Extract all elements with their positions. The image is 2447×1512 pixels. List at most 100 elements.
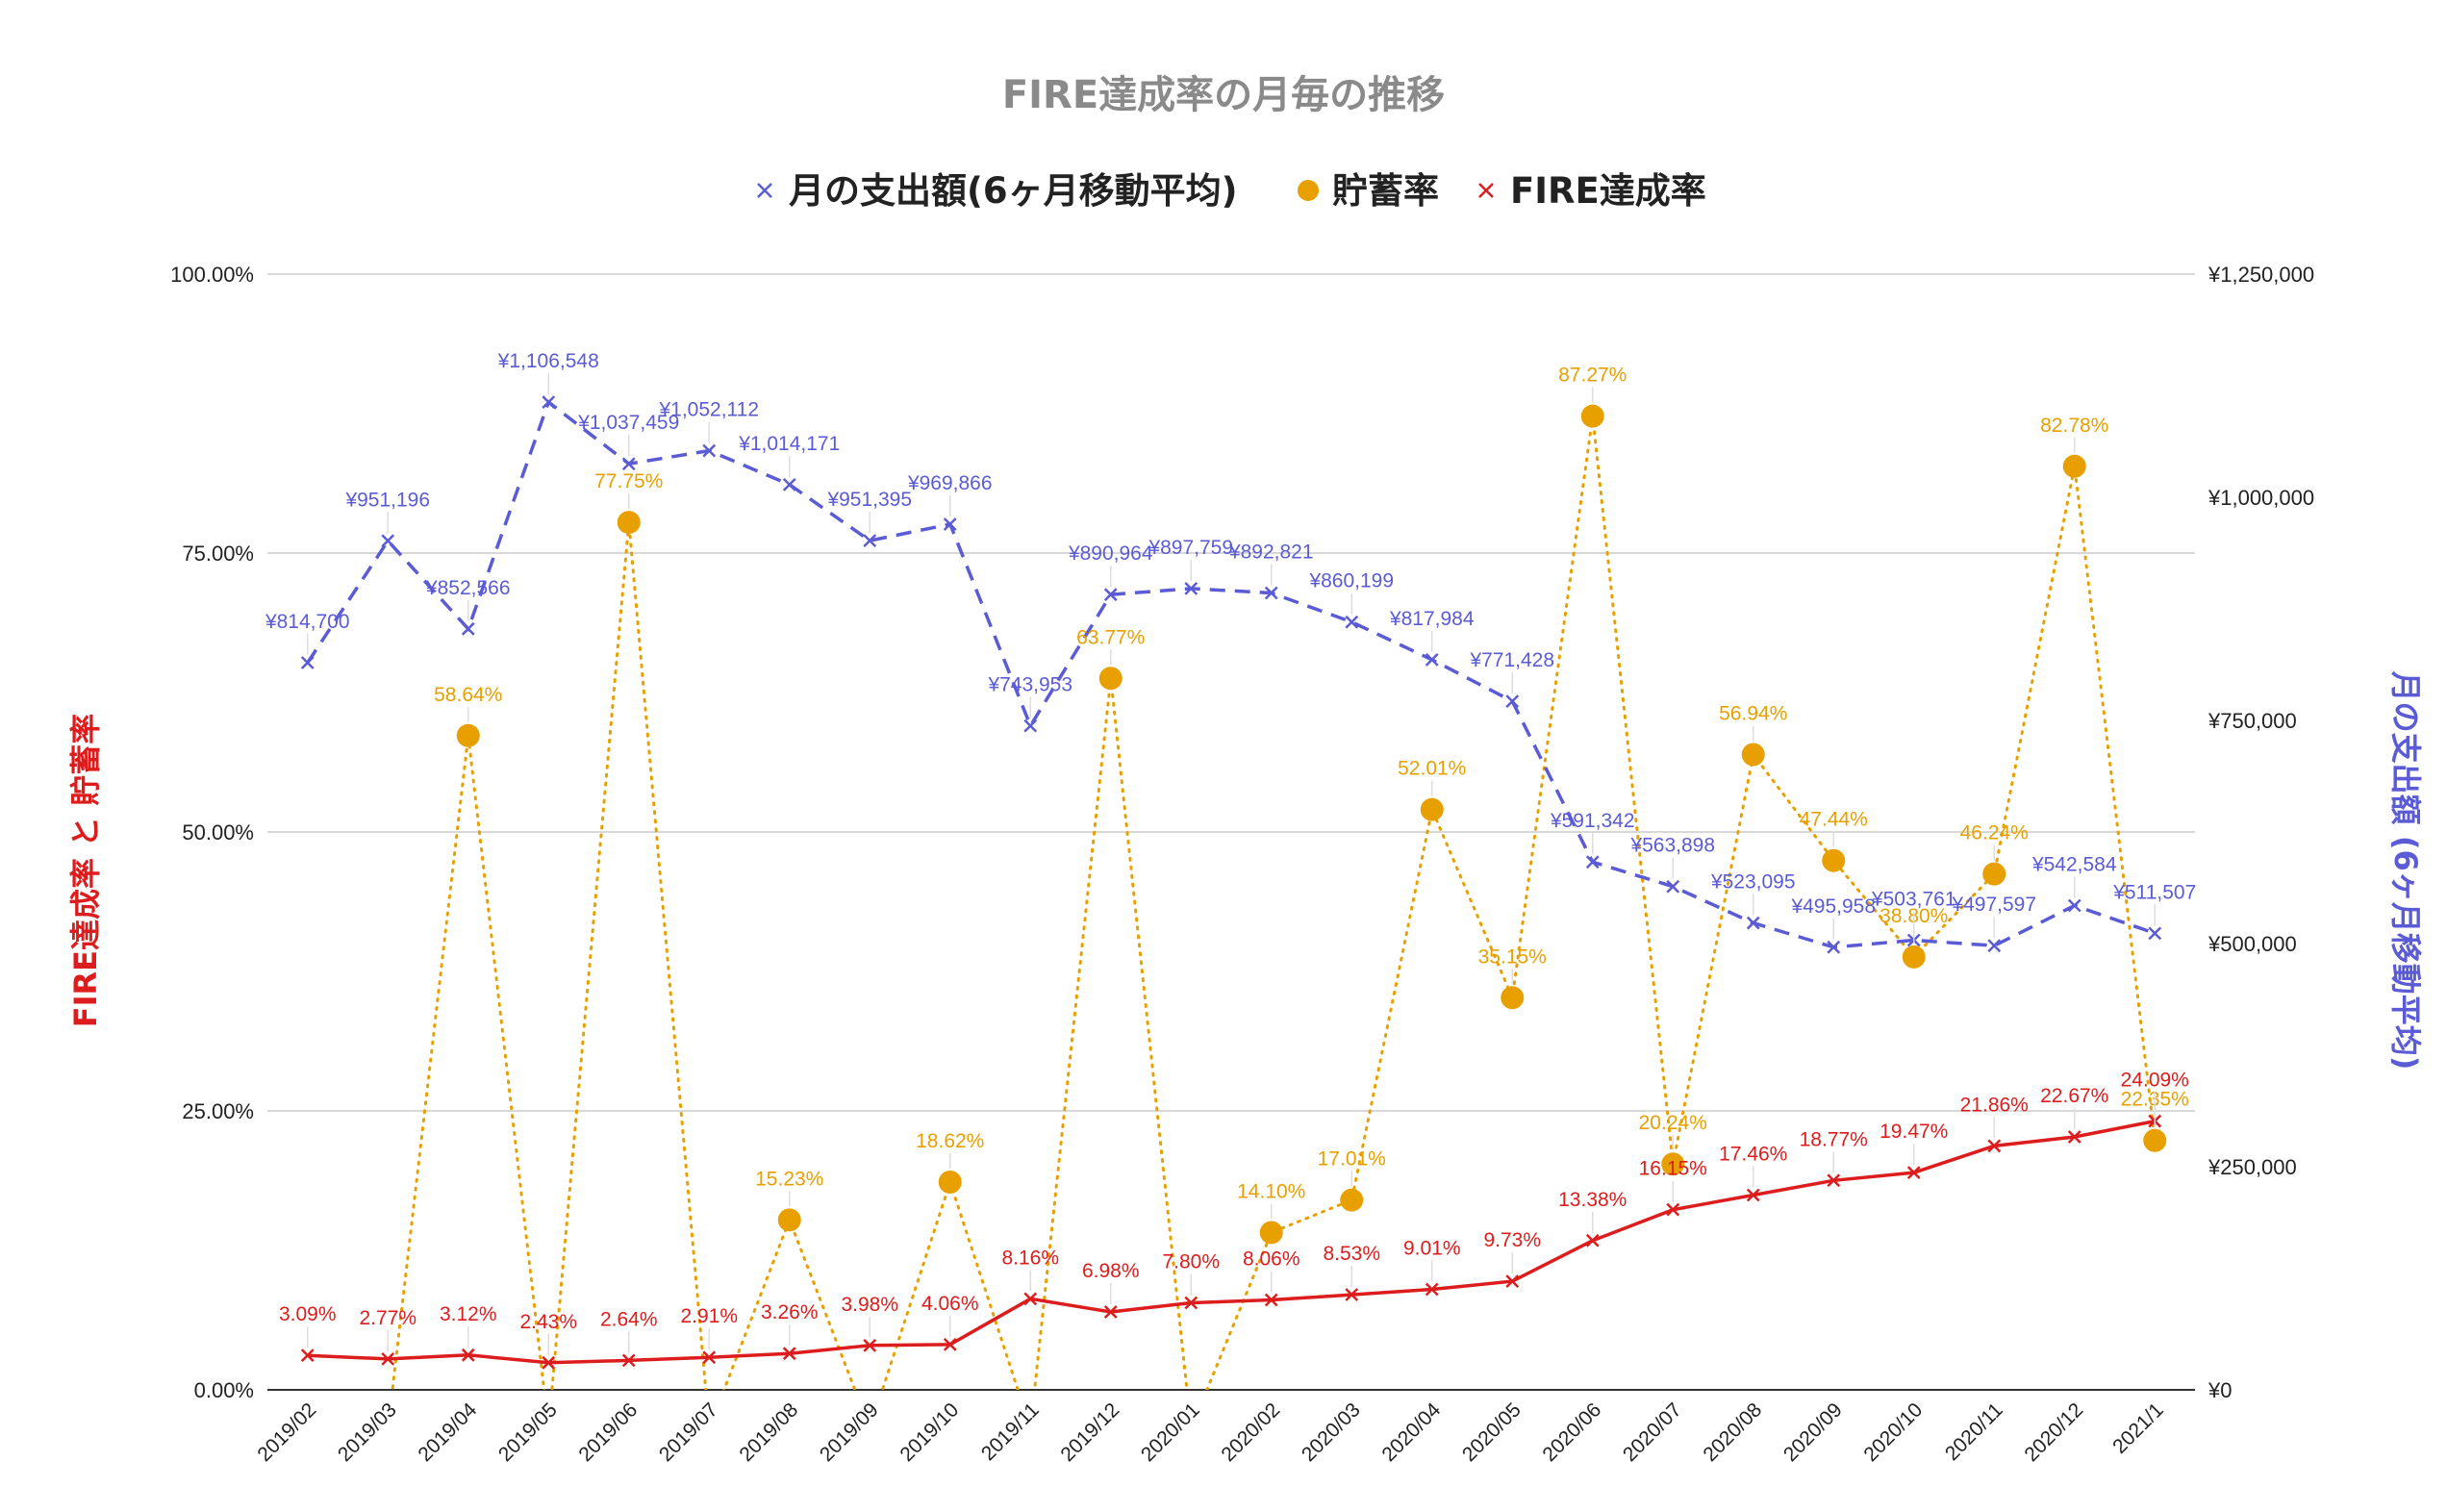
- chart-title: FIRE達成率の月毎の推移: [1002, 73, 1445, 117]
- fire-rate-label: 19.47%: [1879, 1121, 1948, 1143]
- fire-rate-label: 2.91%: [680, 1305, 738, 1327]
- expense-label: ¥951,196: [344, 489, 430, 511]
- fire-rate-point: [1585, 1233, 1600, 1247]
- expense-point: [1746, 916, 1760, 930]
- fire-rate-label: 18.77%: [1800, 1128, 1868, 1150]
- expense-point: [1425, 653, 1439, 667]
- savings-rate-point: [617, 511, 641, 535]
- fire-rate-point: [1103, 1305, 1118, 1319]
- fire-rate-point: [1023, 1292, 1038, 1306]
- expense-point: [702, 443, 717, 458]
- left-y-axis: 0.00% 25.00% 50.00% 75.00% 100.00%: [170, 263, 254, 1402]
- expense-label: ¥951,395: [826, 489, 912, 511]
- right-tick-label: ¥1,000,000: [2207, 486, 2314, 510]
- right-axis-title: 月の支出額 (6ヶ月移動平均): [2387, 671, 2424, 1071]
- expense-point: [782, 477, 796, 491]
- fire-rate-label: 3.26%: [761, 1301, 819, 1323]
- expense-point: [1264, 586, 1278, 600]
- expense-label: ¥1,106,548: [497, 350, 599, 372]
- fire-rate-point: [702, 1350, 717, 1365]
- right-tick-label: ¥1,250,000: [2207, 263, 2314, 287]
- fire-rate-point: [1827, 1173, 1841, 1188]
- fire-rate-label: 3.12%: [440, 1303, 497, 1325]
- left-tick-label: 100.00%: [170, 263, 254, 287]
- expense-label: ¥523,095: [1710, 871, 1796, 894]
- fire-rate-label: 6.98%: [1082, 1260, 1140, 1282]
- fire-rate-point: [381, 1351, 395, 1366]
- expense-label: ¥771,428: [1469, 649, 1554, 671]
- savings-rate-label: 56.94%: [1719, 702, 1787, 724]
- fire-rate-point: [1425, 1282, 1439, 1297]
- legend-label: FIRE達成率: [1510, 170, 1706, 212]
- expense-label: ¥892,821: [1228, 541, 1314, 563]
- savings-rate-point: [2143, 1128, 2167, 1152]
- expense-label: ¥563,898: [1629, 835, 1715, 857]
- savings-rate-point: [938, 1171, 962, 1195]
- savings-rate-point: [1098, 667, 1123, 691]
- savings-rate-point: [1340, 1188, 1364, 1212]
- fire-rate-label: 7.80%: [1162, 1251, 1220, 1273]
- expense-point: [1184, 581, 1198, 595]
- expense-point: [1987, 939, 2002, 953]
- fire-rate-label: 22.67%: [2040, 1085, 2108, 1107]
- fire-rate-label: 16.15%: [1639, 1158, 1707, 1180]
- fire-rate-point: [300, 1348, 315, 1363]
- legend-item: 月の支出額(6ヶ月移動平均): [757, 170, 1238, 212]
- left-tick-label: 50.00%: [182, 820, 254, 844]
- left-tick-label: 0.00%: [194, 1378, 254, 1402]
- expense-label: ¥497,597: [1951, 894, 2036, 916]
- savings-rate-label: 14.10%: [1237, 1180, 1305, 1202]
- savings-rate-point: [1902, 945, 1926, 969]
- expense-label: ¥852,566: [425, 577, 511, 599]
- fire-rate-point: [1184, 1296, 1198, 1310]
- legend-marker: [1478, 183, 1494, 198]
- expense-point: [1103, 588, 1118, 602]
- fire-rate-point: [1987, 1139, 2002, 1153]
- expense-point: [621, 457, 636, 471]
- fire-rate-label: 8.53%: [1323, 1243, 1380, 1265]
- left-tick-label: 25.00%: [182, 1099, 254, 1123]
- left-axis-title: FIRE達成率 と 貯蓄率: [67, 714, 104, 1028]
- savings-rate-point: [456, 723, 480, 747]
- expense-label: ¥495,958: [1790, 895, 1876, 918]
- right-y-axis: ¥0 ¥250,000 ¥500,000 ¥750,000 ¥1,000,000 ¥1,2…: [2207, 263, 2314, 1402]
- savings-rate-point: [1822, 848, 1846, 872]
- legend: 月の支出額(6ヶ月移動平均) 貯蓄率 FIRE達成率: [757, 170, 1706, 212]
- savings-rate-label: 82.78%: [2040, 415, 2108, 437]
- legend-marker: [757, 183, 772, 198]
- fire-rate-label: 8.06%: [1243, 1248, 1300, 1271]
- fire-rate-point: [943, 1338, 957, 1351]
- fire-rate-point: [1746, 1188, 1760, 1202]
- fire-rate-point: [863, 1338, 877, 1352]
- expense-label: ¥897,759: [1148, 537, 1233, 559]
- expense-label: ¥814,700: [265, 611, 350, 633]
- expense-point: [461, 621, 475, 636]
- expense-label: ¥1,037,459: [577, 412, 679, 434]
- expense-point: [1345, 615, 1359, 629]
- savings-rate-label: 87.27%: [1558, 365, 1627, 387]
- fire-rate-label: 4.06%: [921, 1293, 979, 1315]
- legend-marker: [1298, 180, 1319, 201]
- fire-rate-label: 9.73%: [1483, 1229, 1541, 1251]
- savings-rate-label: 15.23%: [755, 1168, 823, 1190]
- expense-point: [2148, 926, 2162, 941]
- fire-rate-point: [1906, 1166, 1921, 1180]
- fire-rate-label: 8.16%: [1001, 1247, 1059, 1269]
- savings-rate-label: 46.24%: [1960, 822, 2029, 844]
- savings-rate-point: [777, 1208, 801, 1232]
- fire-rate-label: 9.01%: [1403, 1237, 1461, 1259]
- fire-rate-point: [1264, 1293, 1278, 1307]
- right-tick-label: ¥500,000: [2207, 932, 2297, 956]
- savings-rate-point: [1661, 1152, 1685, 1176]
- expense-point: [300, 656, 315, 669]
- gridlines: [267, 273, 2195, 1391]
- expense-point: [1585, 855, 1600, 869]
- fire-rate-label: 2.77%: [359, 1307, 416, 1329]
- expense-point: [381, 534, 395, 548]
- expense-label: ¥890,964: [1068, 542, 1153, 565]
- expense-label: ¥817,984: [1389, 608, 1475, 630]
- legend-label: 貯蓄率: [1332, 170, 1439, 212]
- series-layer: [300, 395, 2167, 1390]
